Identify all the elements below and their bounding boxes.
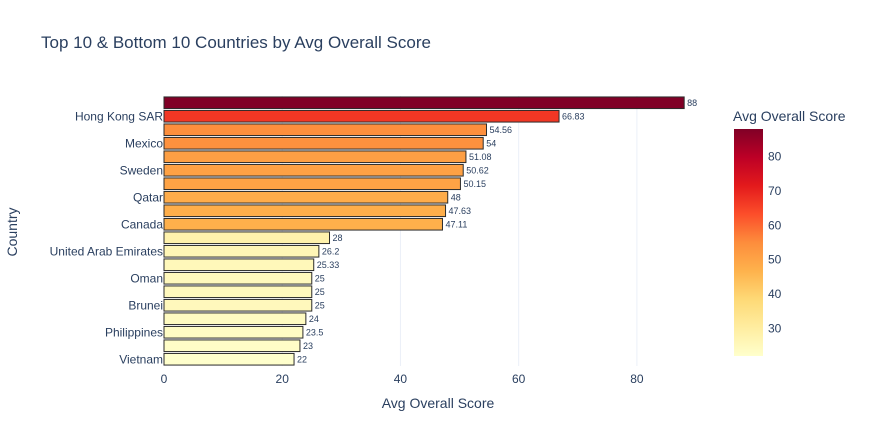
- bar: [163, 177, 461, 191]
- x-tick-label: 60: [512, 372, 526, 386]
- bar: [163, 231, 331, 245]
- bar-value-label: 25: [315, 300, 325, 310]
- colorbar-tick-label: 40: [768, 287, 782, 301]
- colorbar-tick-label: 30: [768, 321, 782, 335]
- x-axis-ticks: 0 20 40 60 80: [161, 372, 644, 386]
- bar: [163, 271, 313, 285]
- chart-title: Top 10 & Bottom 10 Countries by Avg Over…: [41, 33, 431, 52]
- colorbar-tick-label: 70: [768, 184, 782, 198]
- bar-value-label: 24: [309, 314, 319, 324]
- colorbar-tick-label: 80: [768, 150, 782, 164]
- bar-value-label: 26.2: [322, 246, 340, 256]
- bar: [163, 217, 443, 231]
- category-label: Canada: [121, 217, 163, 231]
- bar: [163, 258, 315, 272]
- bar-value-label: 48: [451, 192, 461, 202]
- category-label: Philippines: [105, 325, 163, 339]
- x-tick-label: 80: [630, 372, 644, 386]
- bar-value-label: 66.83: [562, 111, 585, 121]
- bar: [163, 123, 488, 137]
- bar-value-label: 54.56: [490, 125, 513, 135]
- bar: [163, 190, 449, 204]
- bar-value-label: 51.08: [469, 152, 492, 162]
- bar-value-label: 23.5: [306, 327, 324, 337]
- colorbar-title: Avg Overall Score: [733, 108, 846, 124]
- bar: [163, 204, 447, 218]
- x-tick-label: 0: [161, 372, 168, 386]
- category-label: United Arab Emirates: [50, 244, 163, 258]
- bar-value-label: 25.33: [317, 260, 340, 270]
- bar: [163, 150, 467, 164]
- bar: [163, 109, 560, 123]
- bar-value-label: 25: [315, 273, 325, 283]
- category-labels: Hong Kong SAR Mexico Sweden Qatar Canada Unit…: [50, 109, 164, 366]
- bar: [163, 285, 313, 299]
- bar: [163, 96, 685, 110]
- colorbar-ticks: 30 40 50 60 70 80: [768, 150, 782, 336]
- x-tick-label: 20: [276, 372, 290, 386]
- bar: [163, 136, 484, 150]
- bar: [163, 244, 320, 258]
- bar-value-label: 88: [687, 98, 697, 108]
- category-label: Vietnam: [119, 352, 163, 366]
- category-label: Qatar: [133, 190, 163, 204]
- colorbar-tick-label: 50: [768, 253, 782, 267]
- bar: [163, 312, 307, 326]
- bar: [163, 352, 295, 366]
- category-label: Mexico: [125, 136, 163, 150]
- bar-value-label: 50.15: [463, 179, 486, 189]
- bar-value-label: 28: [333, 233, 343, 243]
- bar-value-label: 47.63: [449, 206, 472, 216]
- bar-value-label: 25: [315, 287, 325, 297]
- bars-group: [163, 96, 685, 366]
- category-label: Brunei: [128, 298, 163, 312]
- category-label: Hong Kong SAR: [75, 109, 163, 123]
- bar: [163, 339, 301, 353]
- bar-value-label: 47.11: [445, 219, 467, 229]
- colorbar-tick-label: 60: [768, 218, 782, 232]
- category-label: Sweden: [120, 163, 163, 177]
- bar-value-label: 54: [486, 138, 496, 148]
- bar-value-label: 22: [297, 354, 307, 364]
- y-axis-title: Country: [4, 207, 20, 256]
- gridlines: [163, 96, 638, 366]
- x-tick-label: 40: [394, 372, 408, 386]
- bar-value-label: 50.62: [466, 165, 489, 175]
- bar: [163, 325, 304, 339]
- x-axis-title: Avg Overall Score: [382, 395, 495, 411]
- bar-value-label: 23: [303, 341, 313, 351]
- bar: [163, 298, 313, 312]
- colorbar: [734, 129, 763, 356]
- category-label: Oman: [130, 271, 163, 285]
- bar: [163, 163, 464, 177]
